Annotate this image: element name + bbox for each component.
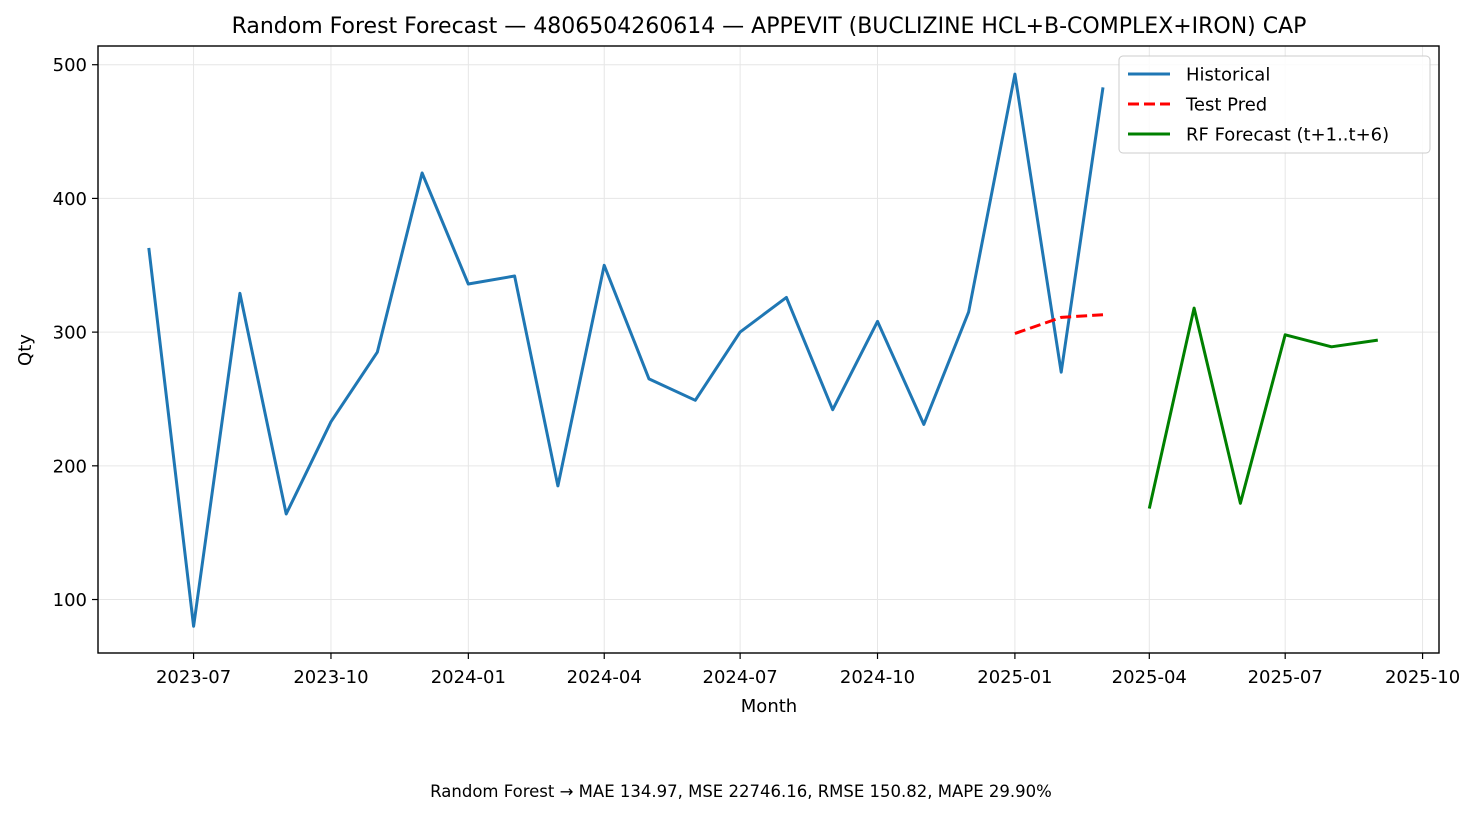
forecast-chart: Random Forest Forecast — 4806504260614 —… (15, 14, 1460, 717)
grid-lines (98, 46, 1439, 653)
legend-box (1118, 55, 1431, 154)
y-tick-label: 400 (53, 189, 87, 210)
chart-title: Random Forest Forecast — 4806504260614 —… (232, 14, 1307, 39)
y-tick-label: 500 (53, 55, 87, 76)
x-tick-label: 2023-10 (293, 667, 368, 688)
x-tick-label: 2025-10 (1385, 667, 1460, 688)
x-tick-label: 2025-04 (1112, 667, 1187, 688)
y-tick-label: 300 (53, 323, 87, 344)
x-tick-label: 2025-07 (1248, 667, 1323, 688)
x-tick-label: 2025-01 (977, 667, 1052, 688)
y-axis-label: Qty (15, 334, 36, 366)
x-axis-ticks: 2023-07 2023-10 2024-01 2024-04 2024-07 2024-… (156, 653, 1460, 688)
series-line-1 (1014, 313, 1104, 335)
y-axis-ticks: 100 200 300 400 500 (53, 55, 98, 611)
y-tick-label: 100 (53, 590, 87, 611)
legend-label: RF Forecast (t+1..t+6) (1186, 125, 1389, 146)
legend-label: Test Pred (1185, 95, 1267, 116)
series-line-2 (1147, 306, 1379, 509)
x-tick-label: 2024-10 (840, 667, 915, 688)
x-tick-label: 2024-01 (431, 667, 506, 688)
series-line-0 (147, 72, 1105, 628)
y-tick-label: 200 (53, 456, 87, 477)
plot-series (147, 72, 1379, 628)
x-tick-label: 2024-07 (703, 667, 778, 688)
x-tick-label: 2023-07 (156, 667, 231, 688)
legend-label: Historical (1186, 65, 1270, 86)
x-axis-label: Month (741, 696, 797, 717)
plot-frame (97, 45, 1440, 654)
metrics-footer: Random Forest → MAE 134.97, MSE 22746.16… (430, 782, 1052, 801)
legend: Historical Test Pred RF Forecast (t+1..t+6… (1118, 55, 1431, 154)
x-tick-label: 2024-04 (567, 667, 642, 688)
